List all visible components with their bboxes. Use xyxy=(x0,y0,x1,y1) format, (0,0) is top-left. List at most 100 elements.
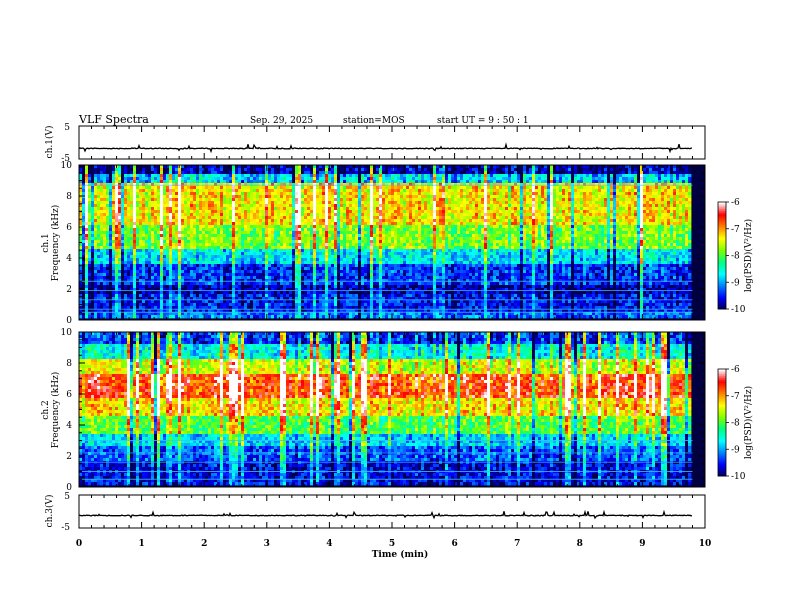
spectrogram-cell xyxy=(133,264,137,268)
spectrogram-cell xyxy=(151,231,155,235)
spectrogram-cell xyxy=(112,243,116,247)
spectrogram-cell xyxy=(358,264,362,268)
spectrogram-cell xyxy=(274,279,278,283)
spectrogram-cell xyxy=(88,171,92,175)
spectrogram-cell xyxy=(304,207,308,211)
spectrogram-cell xyxy=(196,297,200,301)
spectrogram-cell xyxy=(130,249,134,253)
spectrogram-cell xyxy=(304,237,308,241)
spectrogram-cell xyxy=(304,234,308,238)
spectrogram-cell xyxy=(109,309,113,313)
spectrogram-cell xyxy=(331,240,335,244)
spectrogram-cell xyxy=(148,210,152,214)
spectrogram-cell xyxy=(346,276,350,280)
spectrogram-cell xyxy=(175,171,179,175)
spectrogram-cell xyxy=(181,198,185,202)
spectrogram-cell xyxy=(238,216,242,220)
spectrogram-cell xyxy=(238,171,242,175)
spectrogram-cell xyxy=(112,246,116,250)
spectrogram-cell xyxy=(100,228,104,232)
spectrogram-cell xyxy=(247,258,251,262)
spectrogram-cell xyxy=(262,288,266,292)
spectrogram-cell xyxy=(196,165,200,169)
spectrogram-cell xyxy=(262,246,266,250)
spectrogram-cell xyxy=(157,261,161,265)
spectrogram-cell xyxy=(325,195,329,199)
spectrogram-cell xyxy=(163,291,167,295)
spectrogram-cell xyxy=(205,306,209,310)
spectrogram-cell xyxy=(310,249,314,253)
spectrogram-cell xyxy=(271,261,275,265)
spectrogram-cell xyxy=(124,195,128,199)
spectrogram-cell xyxy=(271,195,275,199)
spectrogram-cell xyxy=(208,201,212,205)
spectrogram-cell xyxy=(184,264,188,268)
spectrogram-cell xyxy=(220,300,224,304)
spectrogram-cell xyxy=(253,264,257,268)
spectrogram-cell xyxy=(130,258,134,262)
spectrogram-cell xyxy=(292,294,296,298)
spectrogram-cell xyxy=(112,240,116,244)
spectrogram-cell xyxy=(211,306,215,310)
spectrogram-cell xyxy=(352,291,356,295)
spectrogram-cell xyxy=(121,285,125,289)
spectrogram-cell xyxy=(232,285,236,289)
spectrogram-cell xyxy=(241,198,245,202)
spectrogram-cell xyxy=(358,222,362,226)
spectrogram-cell xyxy=(295,300,299,304)
spectrogram-cell xyxy=(355,258,359,262)
spectrogram-cell xyxy=(301,189,305,193)
spectrogram-cell xyxy=(241,261,245,265)
spectrogram-cell xyxy=(190,255,194,259)
spectrogram-cell xyxy=(313,285,317,289)
spectrogram-cell xyxy=(145,249,149,253)
spectrogram-cell xyxy=(208,192,212,196)
spectrogram-cell xyxy=(163,186,167,190)
spectrogram-cell xyxy=(109,249,113,253)
spectrogram-cell xyxy=(190,213,194,217)
spectrogram-cell xyxy=(307,273,311,277)
spectrogram-cell xyxy=(145,300,149,304)
spectrogram-cell xyxy=(283,252,287,256)
spectrogram-cell xyxy=(307,309,311,313)
spectrogram-cell xyxy=(232,234,236,238)
spectrogram-cell xyxy=(346,201,350,205)
spectrogram-cell xyxy=(82,294,86,298)
spectrogram-cell xyxy=(196,237,200,241)
spectrogram-cell xyxy=(109,237,113,241)
spectrogram-cell xyxy=(349,222,353,226)
spectrogram-cell xyxy=(340,285,344,289)
spectrogram-cell xyxy=(349,207,353,211)
spectrogram-cell xyxy=(109,273,113,277)
spectrogram-cell xyxy=(346,309,350,313)
spectrogram-cell xyxy=(343,276,347,280)
spectrogram-cell xyxy=(235,270,239,274)
spectrogram-cell xyxy=(154,234,158,238)
spectrogram-cell xyxy=(148,246,152,250)
spectrogram-cell xyxy=(319,234,323,238)
spectrogram-cell xyxy=(304,213,308,217)
spectrogram-cell xyxy=(232,264,236,268)
spectrogram-cell xyxy=(319,279,323,283)
spectrogram-cell xyxy=(358,201,362,205)
spectrogram-cell xyxy=(139,291,143,295)
spectrogram-cell xyxy=(241,297,245,301)
spectrogram-cell xyxy=(286,213,290,217)
spectrogram-cell xyxy=(361,177,365,181)
spectrogram-cell xyxy=(151,279,155,283)
spectrogram-cell xyxy=(265,282,269,286)
spectrogram-cell xyxy=(256,192,260,196)
spectrogram-cell xyxy=(160,195,164,199)
spectrogram-cell xyxy=(181,228,185,232)
spectrogram-cell xyxy=(283,279,287,283)
spectrogram-cell xyxy=(226,192,230,196)
spectrogram-cell xyxy=(178,198,182,202)
spectrogram-cell xyxy=(337,303,341,307)
spectrogram-cell xyxy=(310,264,314,268)
spectrogram-cell xyxy=(229,222,233,226)
spectrogram-cell xyxy=(127,231,131,235)
spectrogram-cell xyxy=(217,180,221,184)
spectrogram-cell xyxy=(364,216,368,220)
spectrogram-cell xyxy=(298,204,302,208)
spectrogram-cell xyxy=(142,252,146,256)
